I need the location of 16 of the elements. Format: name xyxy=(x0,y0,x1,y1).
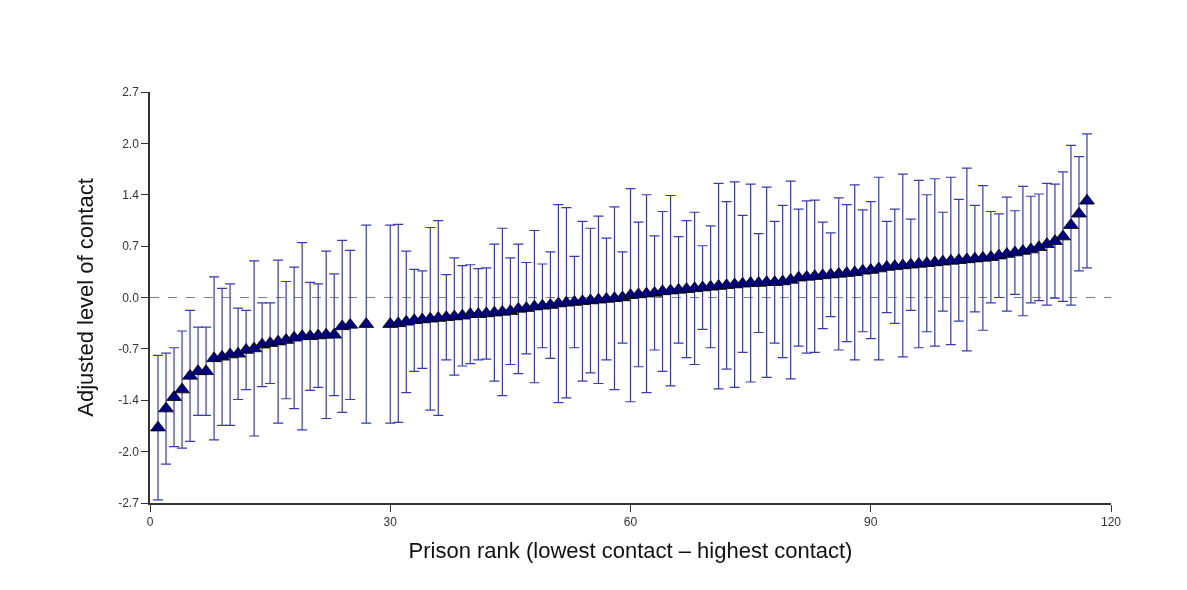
x-tick-label: 60 xyxy=(623,515,638,530)
y-tick-label: 2.7 xyxy=(122,85,140,100)
y-tick-label: -2.7 xyxy=(118,496,140,511)
x-tick-label: 30 xyxy=(383,515,398,530)
y-tick-label: -2.0 xyxy=(118,444,140,459)
y-tick-label: -1.4 xyxy=(118,393,140,408)
y-tick-label: -0.7 xyxy=(118,342,140,357)
y-axis-title: Adjusted level of contact xyxy=(73,178,99,417)
y-tick-label: 2.0 xyxy=(122,136,140,151)
x-tick-label: 0 xyxy=(146,515,154,530)
x-tick-label: 120 xyxy=(1100,515,1122,530)
x-tick-label: 90 xyxy=(864,515,878,530)
y-tick-label: 0.0 xyxy=(122,290,140,305)
x-axis-title: Prison rank (lowest contact – highest contact) xyxy=(408,537,853,563)
y-tick-label: 0.7 xyxy=(122,239,140,254)
y-tick-label: 1.4 xyxy=(122,187,140,202)
